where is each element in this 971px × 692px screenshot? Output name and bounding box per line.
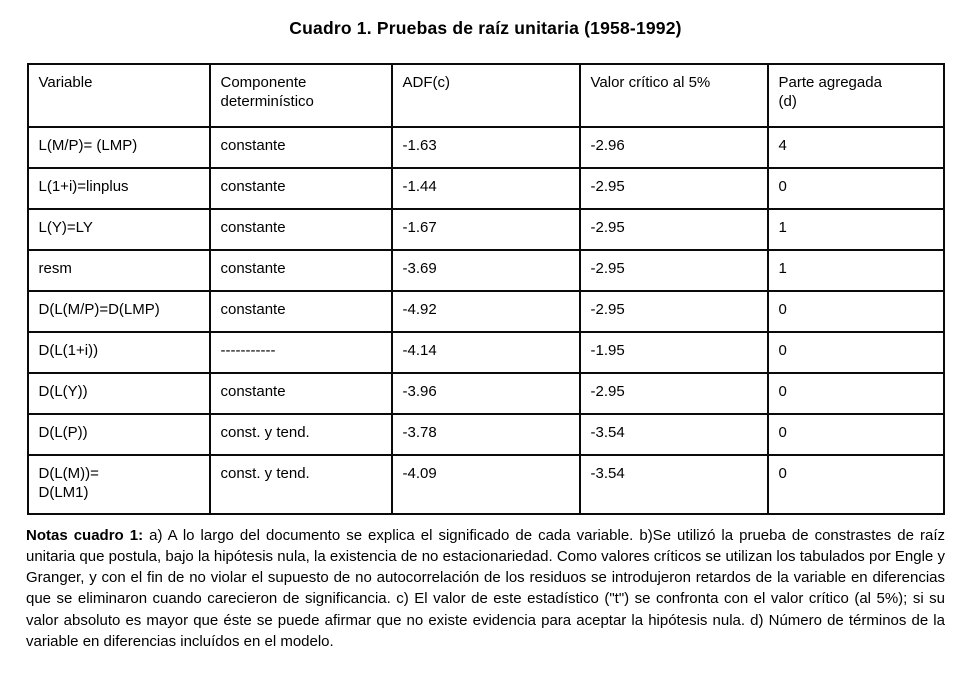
column-header-adf: ADF(c) [390, 63, 581, 128]
table-cell: -2.96 [578, 126, 769, 169]
table-cell: -1.63 [390, 126, 581, 169]
table-cell: L(Y)=LY [26, 208, 211, 251]
table-cell: -3.54 [578, 413, 769, 456]
table-row: D(L(M/P)=D(LMP) constante -4.92 -2.95 0 [26, 290, 945, 333]
table-cell: resm [26, 249, 211, 292]
table-cell: D(L(Y)) [26, 372, 211, 415]
table-row: resm constante -3.69 -2.95 1 [26, 249, 945, 292]
notes-label: Notas cuadro 1: [26, 526, 144, 544]
table-cell: D(L(M/P)=D(LMP) [26, 290, 211, 333]
table-cell: 0 [766, 454, 945, 515]
table-cell: -4.14 [390, 331, 581, 374]
table-cell: 0 [766, 413, 945, 456]
table-row: L(M/P)= (LMP) constante -1.63 -2.96 4 [26, 126, 945, 169]
table-title: Cuadro 1. Pruebas de raíz unitaria (1958… [289, 18, 682, 38]
table-cell: -2.95 [578, 208, 769, 251]
table-cell: L(1+i)=linplus [26, 167, 211, 210]
table-cell: 0 [766, 372, 945, 415]
table-row: D(L(Y)) constante -3.96 -2.95 0 [26, 372, 945, 415]
table-cell: L(M/P)= (LMP) [26, 126, 211, 169]
table-cell: 1 [766, 249, 945, 292]
table-cell: constante [208, 372, 393, 415]
table-cell: -3.69 [390, 249, 581, 292]
table-cell: -1.95 [578, 331, 769, 374]
table-cell: -2.95 [578, 167, 769, 210]
table-cell: const. y tend. [208, 413, 393, 456]
table-cell: 1 [766, 208, 945, 251]
table-cell: constante [208, 290, 393, 333]
table-cell: ----------- [208, 331, 393, 374]
column-header-variable: Variable [26, 63, 211, 128]
table-cell: D(L(P)) [26, 413, 211, 456]
table-cell: -2.95 [578, 249, 769, 292]
table-cell: constante [208, 249, 393, 292]
table-cell: -1.44 [390, 167, 581, 210]
table-cell: const. y tend. [208, 454, 393, 515]
table-row: L(1+i)=linplus constante -1.44 -2.95 0 [26, 167, 945, 210]
column-header-componente: Componente determinístico [208, 63, 393, 128]
table-notes: Notas cuadro 1: a) A lo largo del docume… [26, 525, 945, 653]
table-cell: -1.67 [390, 208, 581, 251]
unit-root-table: Variable Componente determinístico ADF(c… [26, 63, 945, 515]
table-cell: -3.78 [390, 413, 581, 456]
table-row: D(L(M))= D(LM1) const. y tend. -4.09 -3.… [26, 454, 945, 515]
table-cell: -3.96 [390, 372, 581, 415]
table-cell: 0 [766, 290, 945, 333]
table-cell: -3.54 [578, 454, 769, 515]
table-cell: -4.92 [390, 290, 581, 333]
table-cell: constante [208, 208, 393, 251]
table-cell: D(L(1+i)) [26, 331, 211, 374]
table-cell: D(L(M))= D(LM1) [26, 454, 211, 515]
table-cell: constante [208, 167, 393, 210]
column-header-valor-critico: Valor crítico al 5% [578, 63, 769, 128]
notes-text: a) A lo largo del documento se explica e… [26, 526, 946, 650]
table-cell: 4 [766, 126, 945, 169]
column-header-parte-agregada: Parte agregada (d) [766, 63, 945, 128]
table-cell: 0 [766, 167, 945, 210]
table-cell: -2.95 [578, 372, 769, 415]
header-row: Variable Componente determinístico ADF(c… [26, 63, 945, 128]
table-cell: 0 [766, 331, 945, 374]
table-cell: constante [208, 126, 393, 169]
table-row: D(L(1+i)) ----------- -4.14 -1.95 0 [26, 331, 945, 374]
table-row: D(L(P)) const. y tend. -3.78 -3.54 0 [26, 413, 945, 456]
table-cell: -4.09 [390, 454, 581, 515]
table-row: L(Y)=LY constante -1.67 -2.95 1 [26, 208, 945, 251]
table-cell: -2.95 [578, 290, 769, 333]
